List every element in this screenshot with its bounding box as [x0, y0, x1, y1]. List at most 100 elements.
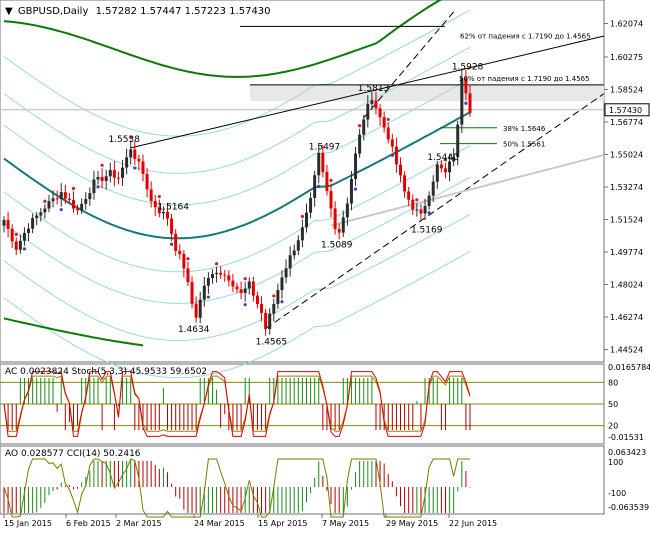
candle-body [210, 273, 214, 279]
candle-body [186, 268, 190, 283]
ac-axis-label: 80 [608, 378, 618, 387]
candle-body [202, 285, 206, 300]
green-band-lower [3, 317, 144, 347]
ao-axis-label: 0.063423 [608, 448, 646, 457]
candle-body [288, 255, 292, 269]
price-annotation: 1.5497 [309, 142, 341, 152]
candle-body [67, 198, 71, 201]
cci-line [3, 458, 470, 518]
price-tick-label: 1.62074 [610, 20, 643, 29]
level-label: 62% от падения с 1.7190 до 1.4565 [460, 32, 591, 40]
fractal-up-marker [214, 262, 219, 266]
price-tick-label: 1.51524 [610, 216, 643, 225]
candle-body [456, 124, 460, 157]
candle-body [125, 157, 129, 168]
current-price-label: 1.57430 [609, 106, 642, 115]
candle-body [264, 312, 268, 330]
candle-body [112, 170, 116, 178]
candle-body [219, 272, 223, 275]
candle-body [96, 176, 100, 180]
price-annotation: 1.5089 [321, 240, 353, 250]
candle-body [149, 189, 153, 202]
menu-triangle-icon[interactable]: ▼ [5, 6, 13, 17]
candle-body [366, 103, 370, 120]
fractal-down-marker [390, 153, 394, 157]
candle-body [272, 303, 276, 314]
ao-panel-label: AO 0.028577 CCI(14) 50.2416 [5, 449, 141, 459]
candle-body [284, 268, 288, 278]
candle-body [304, 212, 308, 228]
price-annotation: 1.5538 [108, 135, 140, 145]
candle-body [76, 208, 80, 211]
fractal-down-marker [59, 208, 63, 212]
candle-body [403, 175, 407, 192]
price-tick-label: 1.58524 [610, 85, 643, 94]
cyan-band-line [3, 78, 471, 206]
dashed-support-trendline [265, 93, 605, 330]
ohlc-label: 1.57282 1.57447 1.57223 1.57430 [96, 6, 271, 17]
candle-body [431, 181, 435, 196]
candle-body [260, 304, 264, 313]
candle-body [370, 100, 374, 104]
price-tick-label: 1.60275 [610, 53, 643, 62]
candle-body [174, 233, 178, 251]
candle-body [198, 299, 202, 318]
candle-body [280, 277, 284, 291]
candle-body [333, 208, 337, 230]
fractal-down-marker [317, 184, 321, 188]
candle-body [39, 212, 43, 216]
fractal-up-marker [329, 178, 333, 182]
candle-body [427, 195, 431, 207]
candle-body [362, 119, 366, 135]
x-tick-label: 29 May 2015 [386, 519, 438, 528]
price-tick-label: 1.44524 [610, 346, 643, 355]
candle-body [317, 152, 321, 176]
candle-body [129, 149, 133, 158]
fractal-up-marker [129, 135, 133, 139]
candle-body [161, 211, 165, 214]
candle-body [100, 176, 104, 181]
candle-body [300, 227, 304, 241]
candle-body [386, 127, 390, 140]
candle-body [84, 199, 88, 204]
candle-body [31, 218, 35, 229]
candle-body [141, 161, 145, 174]
candle-body [137, 158, 141, 162]
cyan-band-line [3, 46, 471, 174]
candle-body [255, 295, 259, 305]
candle-body [296, 240, 300, 251]
ac-axis-label: -0.01531 [608, 433, 644, 442]
fractal-up-marker [415, 198, 419, 202]
fractal-down-marker [133, 166, 137, 170]
candle-body [88, 193, 92, 200]
x-tick-label: 7 May 2015 [322, 519, 369, 528]
candle-body [108, 170, 112, 177]
ac-axis-label: 50 [608, 400, 618, 409]
svg-text:▼ GBPUSD,Daily 1.57282: ▼ GBPUSD,Daily 1.57282 1.57447 1.57223 1… [5, 6, 271, 17]
candle-body [116, 177, 120, 179]
candle-body [133, 149, 137, 159]
level-label: 38% 1.5646 [503, 125, 546, 133]
candle-body [235, 286, 239, 290]
candle-body [27, 228, 31, 233]
candle-body [337, 229, 341, 233]
candle-body [206, 278, 210, 286]
fractal-up-marker [43, 199, 47, 203]
candle-body [439, 164, 443, 169]
level-label: 50% от падения с 1.7190 до 1.4565 [459, 75, 590, 83]
fractal-down-marker [280, 300, 284, 304]
candle-body [407, 191, 411, 200]
price-tick-label: 1.49774 [610, 248, 643, 257]
candle-body [460, 77, 464, 125]
price-tick-label: 1.53274 [610, 183, 643, 192]
candle-body [43, 208, 47, 213]
ao-axis-label: 100 [608, 458, 623, 467]
x-tick-label: 2 Mar 2015 [116, 519, 162, 528]
candle-body [2, 220, 6, 226]
dashed-channel-line [363, 11, 455, 119]
candle-body [47, 201, 51, 209]
candle-body [55, 198, 59, 200]
cyan-band-line [3, 251, 471, 379]
